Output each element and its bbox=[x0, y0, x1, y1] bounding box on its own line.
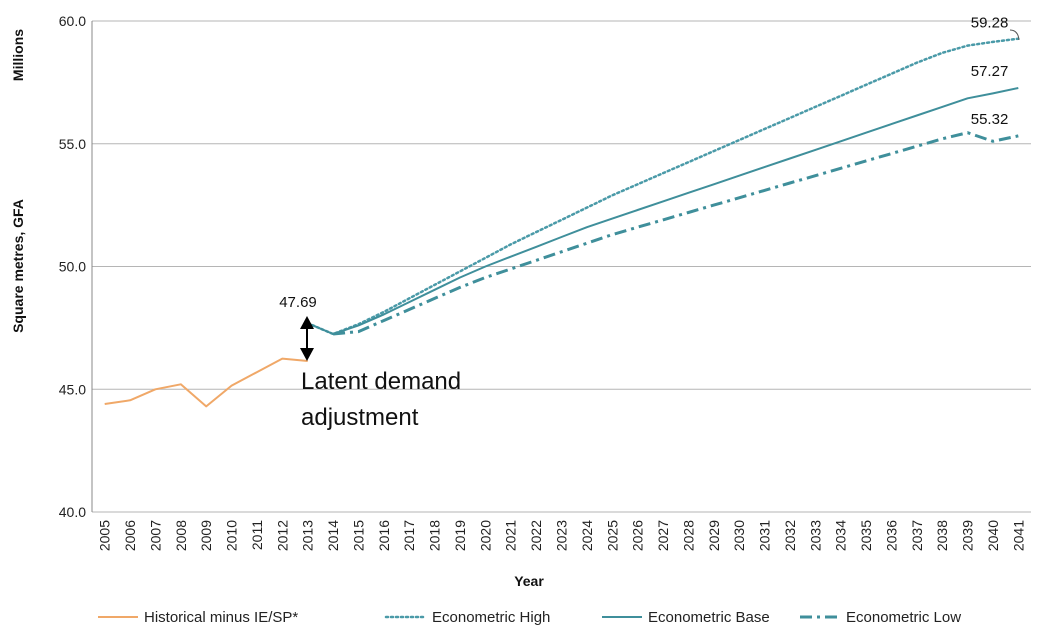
data-label: 47.69 bbox=[279, 294, 317, 311]
legend-label: Historical minus IE/SP* bbox=[144, 609, 298, 626]
series-line bbox=[306, 37, 1020, 336]
data-label: 55.32 bbox=[971, 111, 1009, 128]
x-tick-label: 2025 bbox=[604, 520, 620, 551]
legend: Historical minus IE/SP* Econometric High E… bbox=[98, 609, 961, 626]
x-tick-label: 2018 bbox=[427, 520, 443, 551]
x-tick-label: 2030 bbox=[731, 520, 747, 551]
x-tick-label: 2035 bbox=[858, 520, 874, 551]
x-tick-label: 2039 bbox=[960, 520, 976, 551]
y-tick-label: 60.0 bbox=[59, 13, 86, 29]
x-tick-label: 2041 bbox=[1010, 520, 1026, 551]
y-unit-label: Millions bbox=[10, 29, 26, 81]
x-axis-label: Year bbox=[514, 573, 544, 589]
x-tick-label: 2038 bbox=[934, 520, 950, 551]
x-tick-label: 2033 bbox=[807, 520, 823, 551]
legend-label: Econometric Low bbox=[846, 609, 961, 626]
x-tick-label: 2016 bbox=[376, 520, 392, 551]
annotation-line-2: adjustment bbox=[301, 404, 419, 431]
series-line bbox=[104, 357, 308, 408]
y-axis-label: Square metres, GFA bbox=[10, 199, 26, 333]
y-tick-label: 55.0 bbox=[59, 136, 86, 152]
x-tick-label: 2005 bbox=[97, 520, 113, 551]
data-label: 57.27 bbox=[971, 63, 1009, 80]
x-tick-label: 2009 bbox=[198, 520, 214, 551]
x-tick-label: 2021 bbox=[503, 520, 519, 551]
x-tick-label: 2027 bbox=[655, 520, 671, 551]
x-tick-label: 2037 bbox=[909, 520, 925, 551]
x-tick-label: 2019 bbox=[452, 520, 468, 551]
x-tick-label: 2032 bbox=[782, 520, 798, 551]
series-lines bbox=[104, 37, 1020, 408]
x-tick-label: 2034 bbox=[833, 520, 849, 551]
data-label: 59.28 bbox=[971, 15, 1009, 32]
series-line bbox=[307, 87, 1019, 335]
y-tick-labels: 40.0 45.0 50.0 55.0 60.0 bbox=[59, 13, 86, 520]
x-tick-label: 2031 bbox=[757, 520, 773, 551]
x-tick-label: 2020 bbox=[477, 520, 493, 551]
legend-label: Econometric Base bbox=[648, 609, 770, 626]
x-tick-label: 2040 bbox=[985, 520, 1001, 551]
x-tick-label: 2008 bbox=[173, 520, 189, 551]
x-tick-label: 2024 bbox=[579, 520, 595, 551]
x-tick-label: 2029 bbox=[706, 520, 722, 551]
x-tick-label: 2017 bbox=[401, 520, 417, 551]
x-tick-label: 2010 bbox=[224, 520, 240, 551]
y-tick-label: 45.0 bbox=[59, 381, 86, 397]
x-tick-label: 2014 bbox=[325, 520, 341, 551]
annotation-line-1: Latent demand bbox=[301, 368, 461, 395]
latent-demand-arrow bbox=[300, 316, 314, 361]
x-tick-label: 2012 bbox=[274, 520, 290, 551]
x-tick-label: 2015 bbox=[350, 520, 366, 551]
x-tick-label: 2026 bbox=[630, 520, 646, 551]
y-tick-label: 50.0 bbox=[59, 259, 86, 275]
label-leader-line bbox=[1009, 29, 1020, 41]
x-tick-label: 2007 bbox=[147, 520, 163, 551]
gridlines bbox=[92, 20, 1031, 513]
series-line bbox=[332, 131, 1019, 336]
x-tick-label: 2022 bbox=[528, 520, 544, 551]
legend-label: Econometric High bbox=[432, 609, 550, 626]
x-tick-label: 2013 bbox=[300, 520, 316, 551]
x-tick-label: 2011 bbox=[249, 520, 265, 550]
x-tick-labels: 2005 2006 2007 2008 2009 2010 2011 2012 2013 2014… bbox=[97, 520, 1027, 551]
x-tick-label: 2023 bbox=[554, 520, 570, 551]
x-tick-label: 2036 bbox=[883, 520, 899, 551]
x-tick-label: 2006 bbox=[122, 520, 138, 551]
x-tick-label: 2028 bbox=[680, 520, 696, 551]
data-labels: 59.28 57.27 55.32 47.69 bbox=[279, 15, 1008, 311]
y-tick-label: 40.0 bbox=[59, 504, 86, 520]
